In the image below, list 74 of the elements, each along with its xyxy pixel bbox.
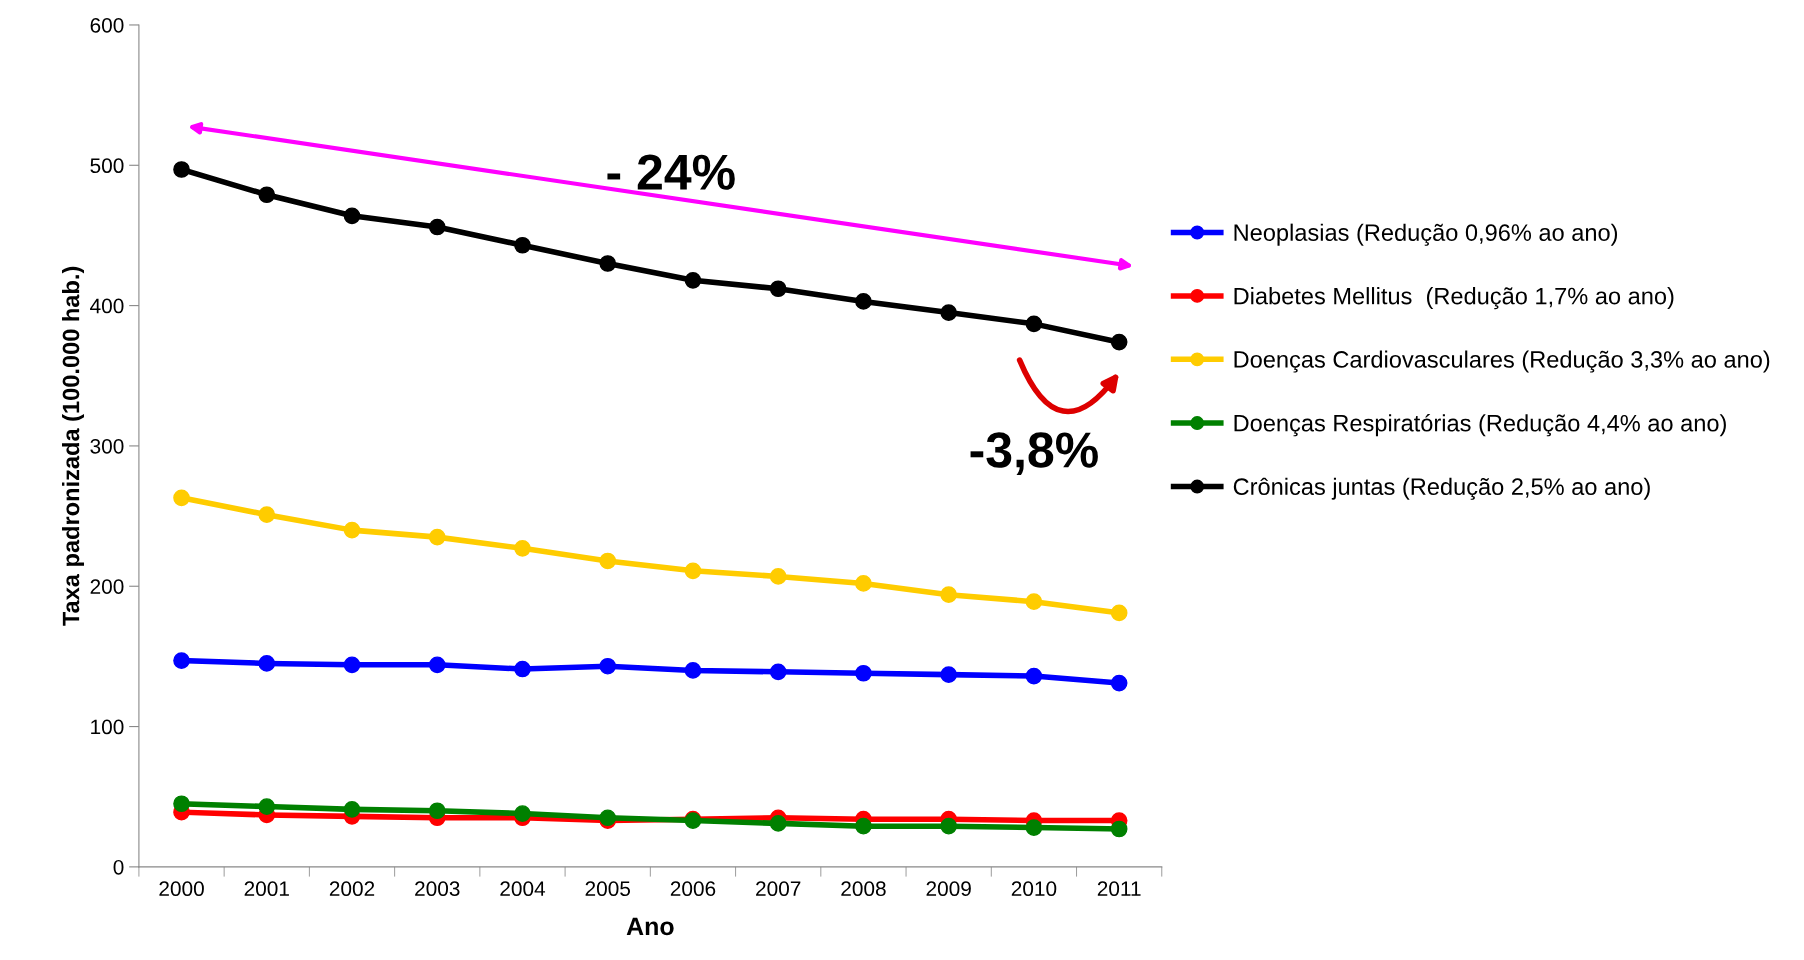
point xyxy=(769,663,787,681)
y-tick-label: 0 xyxy=(113,859,124,875)
point xyxy=(599,255,617,272)
point xyxy=(1110,674,1128,692)
point xyxy=(599,657,617,675)
legend-label: Crônicas juntas (Redução 2,5% ao ano) xyxy=(1233,477,1650,500)
point xyxy=(514,660,531,678)
point xyxy=(428,218,446,236)
point xyxy=(258,798,276,815)
x-tick-label: 2000 xyxy=(159,881,204,897)
point xyxy=(1110,333,1128,351)
point xyxy=(855,664,872,682)
x-tick-label: 2011 xyxy=(1097,881,1141,897)
x-tick-label: 2006 xyxy=(670,881,716,897)
point xyxy=(769,280,787,298)
point xyxy=(258,655,276,672)
point xyxy=(855,293,872,310)
x-axis-title: Ano xyxy=(626,917,674,936)
point xyxy=(684,562,702,580)
x-tick-label: 2001 xyxy=(244,881,289,897)
x-tick-label: 2002 xyxy=(329,881,375,897)
point xyxy=(343,521,361,539)
point xyxy=(428,528,446,546)
point xyxy=(1025,819,1043,836)
point xyxy=(428,656,446,674)
point xyxy=(684,272,702,289)
point xyxy=(940,304,958,321)
y-tick-label: 200 xyxy=(90,579,124,594)
legend-label: Neoplasias (Redução 0,96% ao ano) xyxy=(1234,223,1618,246)
point xyxy=(173,161,190,178)
point xyxy=(1110,820,1128,838)
x-tick-label: 2004 xyxy=(500,881,546,897)
legend-label: Doenças Respiratórias (Redução 4,4% ao ano) xyxy=(1234,413,1726,437)
point xyxy=(343,801,361,818)
x-tick-label: 2005 xyxy=(585,881,631,897)
point xyxy=(940,586,958,603)
point xyxy=(769,568,787,585)
legend-label: Diabetes Mellitus (Redução 1,7% ao ano) xyxy=(1234,287,1674,310)
point xyxy=(343,207,361,225)
x-tick-label: 2007 xyxy=(756,881,801,897)
point xyxy=(514,540,531,557)
point xyxy=(940,817,958,835)
x-tick-label: 2003 xyxy=(415,881,460,897)
y-tick-label: 300 xyxy=(90,438,124,454)
point xyxy=(173,489,190,507)
point xyxy=(1025,315,1043,333)
legend-label: Doenças Cardiovasculares (Redução 3,3% ao ano) xyxy=(1234,350,1770,373)
point xyxy=(599,552,617,570)
x-tick-label: 2008 xyxy=(841,881,886,897)
point xyxy=(769,815,787,832)
point xyxy=(514,805,531,822)
point xyxy=(258,186,276,204)
point xyxy=(258,506,276,524)
y-tick-label: 600 xyxy=(90,17,124,33)
y-axis-title: Taxa padronizada (100.000 hab.) xyxy=(62,266,85,626)
point xyxy=(173,795,190,813)
point xyxy=(1025,593,1043,611)
point xyxy=(684,662,702,679)
x-tick-label: 2009 xyxy=(926,881,971,897)
y-tick-label: 100 xyxy=(91,719,124,735)
point xyxy=(1025,667,1043,685)
x-tick-label: 2010 xyxy=(1011,881,1057,897)
point xyxy=(343,656,361,674)
point xyxy=(514,236,531,254)
y-tick-label: 500 xyxy=(90,158,124,174)
y-tick-label: 400 xyxy=(90,298,124,314)
point xyxy=(1110,604,1128,622)
point xyxy=(173,652,190,669)
point xyxy=(940,666,958,683)
point xyxy=(428,802,446,820)
annotation: -3,8% xyxy=(970,432,1098,476)
point xyxy=(855,817,872,835)
point xyxy=(855,575,872,592)
annotation: - 24% xyxy=(607,154,735,190)
